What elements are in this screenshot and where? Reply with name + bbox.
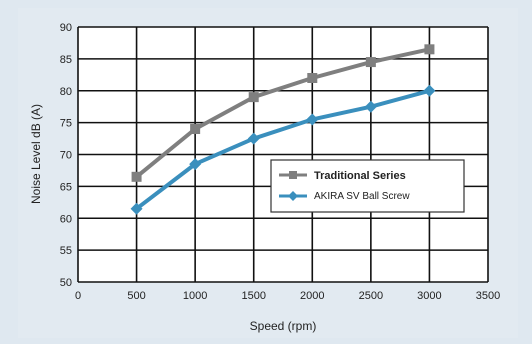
data-point [189,158,202,171]
y-tick-label: 90 [60,22,72,34]
x-tick-label: 1000 [183,290,207,302]
series-line [135,88,430,211]
data-point [364,100,377,113]
series-1 [131,44,435,182]
y-axis-label: Noise Level dB (A) [29,104,43,204]
y-tick-labels: 50 55 60 65 70 75 80 85 90 [60,22,72,289]
legend: Traditional Series AKIRA SV Ball Screw [270,159,465,213]
data-point [306,113,319,126]
x-tick-labels: 0 500 1000 1500 2000 2500 3000 3500 [75,290,500,302]
data-point [307,73,318,83]
legend-marker-akira [288,191,298,201]
y-tick-label: 75 [60,118,72,130]
legend-label-traditional: Traditional Series [314,170,406,182]
legend-box [270,159,465,213]
x-tick-label: 3500 [476,290,500,302]
x-axis-label: Speed (rpm) [250,319,317,333]
data-point [190,124,201,134]
x-tick-label: 0 [75,290,81,302]
y-tick-label: 80 [60,86,72,98]
series-layer [130,44,436,215]
y-tick-label: 70 [60,150,72,162]
x-tick-label: 2000 [300,290,324,302]
data-point [248,92,259,103]
data-point [131,171,142,182]
y-tick-label: 65 [60,181,72,193]
data-point [424,44,435,55]
data-point [130,202,143,215]
data-point [423,84,436,97]
data-point [247,132,260,145]
y-tick-label: 60 [60,213,72,225]
data-point [365,57,376,68]
series-2 [130,84,436,215]
x-tick-label: 2500 [359,290,383,302]
x-tick-label: 1500 [241,290,265,302]
y-tick-label: 50 [60,277,72,289]
y-tick-label: 55 [60,245,72,257]
series-line [135,47,430,179]
legend-label-akira: AKIRA SV Ball Screw [314,191,410,202]
y-tick-label: 85 [60,54,72,66]
x-tick-label: 3000 [417,290,441,302]
legend-marker-traditional [289,171,297,179]
x-tick-label: 500 [127,290,145,302]
